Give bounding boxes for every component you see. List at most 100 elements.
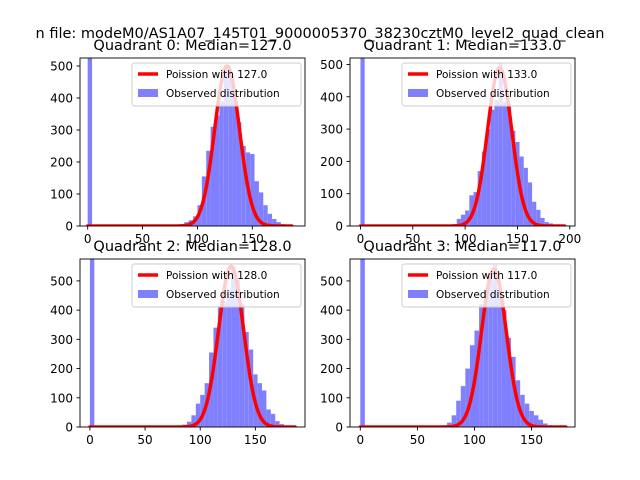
- histogram-bar: [506, 103, 512, 226]
- y-tick-label: 0: [335, 220, 343, 234]
- histogram-bar: [275, 421, 280, 427]
- histogram-bar: [527, 182, 533, 226]
- histogram-bar: [360, 58, 365, 226]
- legend-box: [131, 62, 302, 107]
- plot-area: [85, 58, 295, 226]
- histogram-bar: [524, 403, 530, 427]
- histogram-bar: [232, 91, 237, 226]
- histogram-bar: [497, 288, 502, 427]
- panel-title: Quadrant 0: Median=127.0: [93, 38, 291, 54]
- histogram-bar: [501, 310, 507, 427]
- poisson-curve: [358, 267, 568, 427]
- x-tick-label: 0: [86, 433, 94, 447]
- poisson-curve: [88, 264, 297, 427]
- histogram-bar: [486, 129, 491, 226]
- figure-title: n file: modeM0/AS1A07_145T01_9000005370_…: [36, 26, 605, 42]
- y-tick-label: 100: [320, 391, 343, 405]
- histogram-bar: [544, 222, 549, 226]
- y-tick-label: 0: [65, 220, 73, 234]
- panel-quadrant-3: 0 50 100 150 0 100 200 300 400 500 Quadrant 3: Med…: [320, 239, 576, 447]
- histogram-bar: [244, 332, 249, 427]
- axes-frame: [79, 57, 306, 227]
- histogram-bar: [236, 122, 242, 226]
- legend-bar-swatch: [138, 290, 158, 298]
- histogram-bar: [261, 390, 267, 427]
- histogram-bar: [263, 205, 268, 226]
- histogram-bar: [465, 210, 470, 226]
- histogram-bar: [460, 214, 466, 226]
- legend-bar-swatch: [408, 89, 428, 97]
- histogram-bar: [266, 409, 271, 427]
- legend-label-observed: Observed distribution: [436, 88, 550, 100]
- histogram-bar: [360, 259, 365, 427]
- legend-bar-swatch: [138, 89, 158, 97]
- histogram-bar: [206, 150, 211, 226]
- legend-label-observed: Observed distribution: [436, 289, 550, 301]
- histogram-bar: [529, 410, 534, 427]
- legend-label-observed: Observed distribution: [166, 88, 280, 100]
- histogram-bar: [195, 403, 201, 427]
- x-tick-label: 150: [520, 433, 543, 447]
- histogram-bar: [239, 304, 245, 427]
- panel-title: Quadrant 2: Median=128.0: [93, 239, 291, 255]
- y-tick-label: 400: [320, 90, 343, 104]
- histogram-bar: [258, 192, 264, 226]
- y-tick-label: 500: [50, 274, 73, 288]
- y-tick-label: 200: [50, 156, 73, 170]
- histogram-bar: [533, 415, 539, 427]
- histogram-bar: [217, 305, 223, 427]
- histogram-bar: [465, 368, 470, 427]
- histogram-bar: [520, 394, 525, 427]
- y-tick-label: 300: [50, 124, 73, 138]
- y-tick-label: 500: [320, 58, 343, 72]
- histogram-bar: [479, 304, 484, 427]
- y-tick-label: 300: [320, 333, 343, 347]
- histogram-bar: [523, 167, 528, 226]
- histogram-bar: [186, 421, 192, 427]
- histogram-bar: [241, 146, 246, 226]
- y-tick-label: 0: [335, 421, 343, 435]
- histogram-bar: [87, 58, 93, 226]
- histogram-bar: [226, 289, 232, 427]
- plot-area: [358, 58, 567, 226]
- y-tick-label: 500: [320, 274, 343, 288]
- x-tick-label: 150: [506, 232, 529, 246]
- histogram-bar: [270, 413, 276, 427]
- x-tick-label: 150: [244, 433, 267, 447]
- y-tick-label: 300: [320, 123, 343, 137]
- x-tick-label: 100: [454, 232, 477, 246]
- x-tick-label: 50: [410, 433, 425, 447]
- histogram-bar: [506, 337, 512, 427]
- panel-quadrant-0: 0 50 100 150 0 100 200 300 400 500 Quadrant 0: Med…: [50, 38, 306, 246]
- y-tick-label: 400: [50, 92, 73, 106]
- histogram-bar: [456, 400, 461, 427]
- x-tick-label: 50: [405, 232, 420, 246]
- histogram-bar: [228, 74, 233, 226]
- histogram-bar: [191, 415, 196, 427]
- histogram-bar: [200, 394, 205, 427]
- plot-area: [358, 259, 568, 427]
- histogram-bar: [498, 62, 503, 226]
- histogram-bar: [490, 109, 495, 226]
- histogram-bar: [231, 266, 236, 427]
- histogram-bar: [511, 130, 516, 226]
- histogram-bar: [474, 330, 480, 427]
- histogram-bar: [469, 195, 474, 226]
- legend-bar-swatch: [408, 290, 428, 298]
- y-tick-label: 200: [50, 362, 73, 376]
- histogram-bar: [538, 419, 544, 427]
- histogram-bar: [536, 209, 541, 226]
- histogram-bar: [494, 100, 499, 226]
- plot-area: [88, 259, 298, 427]
- x-tick-label: 50: [137, 433, 152, 447]
- legend-box: [401, 62, 572, 107]
- histogram-bar: [254, 181, 259, 226]
- legend-box: [401, 263, 572, 308]
- y-tick-label: 500: [50, 60, 73, 74]
- x-tick-label: 200: [558, 232, 581, 246]
- histogram-bar: [447, 422, 452, 427]
- y-tick-label: 100: [50, 188, 73, 202]
- poisson-curve: [85, 64, 294, 226]
- panel-quadrant-1: 0 50 100 150 200 0 100 200 300 400 500 Quadrant 1: …: [320, 38, 581, 246]
- histogram-bar: [456, 218, 461, 226]
